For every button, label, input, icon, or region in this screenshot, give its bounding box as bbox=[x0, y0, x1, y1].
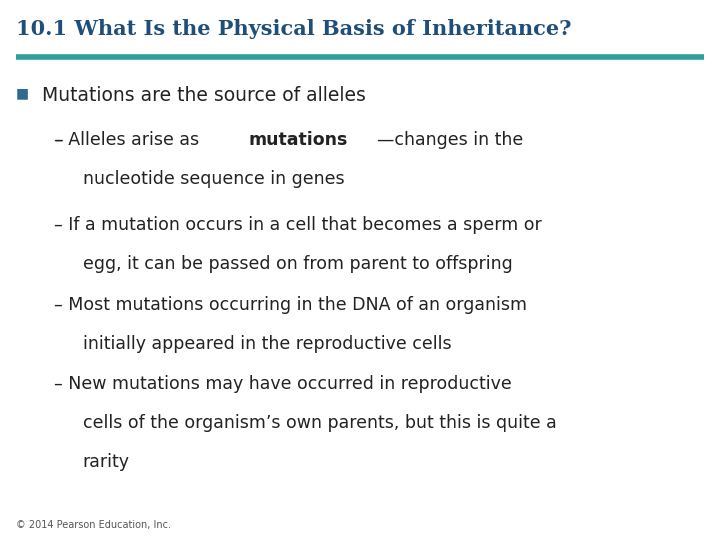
Text: © 2014 Pearson Education, Inc.: © 2014 Pearson Education, Inc. bbox=[16, 520, 171, 530]
Text: ■: ■ bbox=[16, 86, 29, 100]
Text: 10.1 What Is the Physical Basis of Inheritance?: 10.1 What Is the Physical Basis of Inher… bbox=[16, 19, 572, 39]
Text: initially appeared in the reproductive cells: initially appeared in the reproductive c… bbox=[83, 335, 451, 353]
Text: cells of the organism’s own parents, but this is quite a: cells of the organism’s own parents, but… bbox=[83, 414, 557, 432]
Text: —changes in the: —changes in the bbox=[377, 131, 523, 149]
Text: egg, it can be passed on from parent to offspring: egg, it can be passed on from parent to … bbox=[83, 255, 513, 273]
Text: nucleotide sequence in genes: nucleotide sequence in genes bbox=[83, 170, 344, 187]
Text: mutations: mutations bbox=[248, 131, 348, 149]
Text: – New mutations may have occurred in reproductive: – New mutations may have occurred in rep… bbox=[54, 375, 512, 393]
Text: rarity: rarity bbox=[83, 453, 130, 471]
Text: – Most mutations occurring in the DNA of an organism: – Most mutations occurring in the DNA of… bbox=[54, 296, 527, 314]
Text: Mutations are the source of alleles: Mutations are the source of alleles bbox=[42, 86, 366, 105]
Text: – If a mutation occurs in a cell that becomes a sperm or: – If a mutation occurs in a cell that be… bbox=[54, 216, 541, 234]
Text: –: – bbox=[54, 131, 63, 149]
Text: – Alleles arise as: – Alleles arise as bbox=[54, 131, 204, 149]
